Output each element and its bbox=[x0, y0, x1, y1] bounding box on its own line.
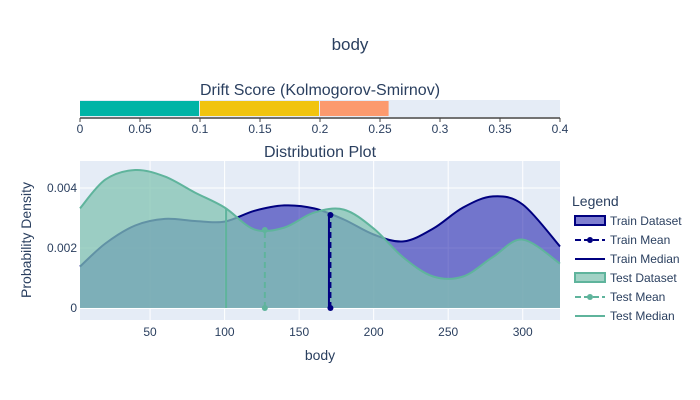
legend-label: Test Mean bbox=[610, 290, 665, 304]
y-tick-label: 0.002 bbox=[47, 241, 77, 255]
x-axis-label: body bbox=[305, 347, 335, 363]
x-tick-label: 200 bbox=[364, 325, 384, 339]
legend-swatch bbox=[574, 272, 606, 283]
y-tick-label: 0 bbox=[70, 301, 77, 315]
drift-tick-label: 0.4 bbox=[552, 122, 569, 136]
legend-label: Train Dataset bbox=[610, 214, 682, 228]
legend-label: Test Median bbox=[610, 309, 675, 323]
series-line-test bbox=[79, 168, 561, 280]
drift-tick-label: 0.15 bbox=[248, 122, 272, 136]
drift-tick-label: 0.3 bbox=[432, 122, 449, 136]
drift-segment bbox=[200, 101, 319, 116]
legend-label: Train Median bbox=[610, 252, 680, 266]
legend-label: Train Mean bbox=[610, 233, 670, 247]
drift-tick-label: 0.25 bbox=[368, 122, 392, 136]
figure-title: body bbox=[332, 35, 369, 54]
drift-tick-label: 0.05 bbox=[128, 122, 152, 136]
y-tick-label: 0.004 bbox=[47, 181, 77, 195]
x-tick-label: 250 bbox=[438, 325, 458, 339]
drift-score-title: Drift Score (Kolmogorov-Smirnov) bbox=[200, 82, 440, 99]
reference-marker bbox=[261, 227, 268, 233]
legend-title: Legend bbox=[572, 193, 619, 209]
x-tick-label: 50 bbox=[143, 325, 157, 339]
legend-marker bbox=[587, 237, 593, 243]
legend-marker bbox=[587, 294, 593, 300]
drift-segment bbox=[80, 101, 199, 116]
drift-tick-label: 0 bbox=[77, 122, 84, 136]
drift-segment bbox=[320, 101, 389, 116]
reference-marker bbox=[261, 305, 268, 311]
drift-tick-label: 0.1 bbox=[192, 122, 209, 136]
x-tick-label: 150 bbox=[289, 325, 309, 339]
series-area-test bbox=[80, 169, 560, 308]
drift-tick-label: 0.2 bbox=[312, 122, 329, 136]
x-tick-label: 100 bbox=[215, 325, 235, 339]
legend-label: Test Dataset bbox=[610, 271, 677, 285]
y-axis-label: Probability Density bbox=[18, 182, 34, 298]
x-tick-label: 300 bbox=[513, 325, 533, 339]
legend-swatch bbox=[574, 215, 606, 226]
distribution-plot-title: Distribution Plot bbox=[264, 144, 377, 161]
drift-tick-label: 0.35 bbox=[488, 122, 512, 136]
